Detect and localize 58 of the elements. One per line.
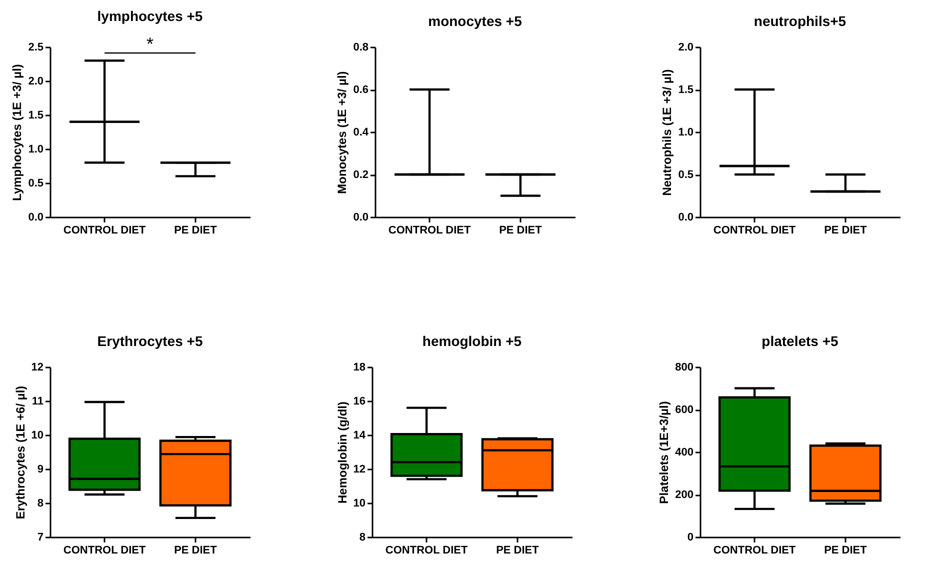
y-tick-label: 2.0 [28, 76, 44, 88]
y-tick-label: 0.0 [678, 212, 694, 224]
y-tick-label: 0.2 [353, 169, 368, 181]
y-tick-label: 0.0 [353, 212, 368, 224]
y-tick-label: 800 [675, 362, 694, 374]
chart-title: monocytes +5 [428, 13, 522, 29]
x-tick-label: PE DIET [174, 224, 218, 236]
y-tick-label: 0.5 [28, 178, 44, 190]
chart-title: neutrophils+5 [754, 13, 846, 29]
y-tick-label: 8 [359, 532, 366, 544]
x-tick-label: PE DIET [496, 544, 540, 556]
x-tick-label: PE DIET [824, 224, 868, 236]
chart-title: Erythrocytes +5 [97, 333, 203, 349]
y-tick-label: 8 [37, 498, 44, 510]
y-axis-title: Neutrophils (1E +3/ µl) [660, 69, 674, 196]
x-tick-label: CONTROL DIET [713, 224, 796, 236]
y-tick-label: 7 [37, 532, 44, 544]
x-tick-label: PE DIET [824, 544, 868, 556]
y-tick-label: 12 [31, 362, 44, 374]
x-tick-label: PE DIET [499, 224, 542, 236]
y-tick-label: 0.8 [353, 42, 368, 54]
y-tick-label: 1.0 [678, 126, 694, 138]
y-tick-label: 0.5 [678, 169, 694, 181]
y-axis-title: Monocytes (1E +3/ µl) [335, 71, 350, 194]
y-axis-title: Platelets (1E+3/µl) [657, 401, 672, 504]
y-tick-label: 10 [353, 498, 366, 510]
y-tick-label: 14 [353, 430, 366, 442]
y-tick-label: 600 [675, 404, 694, 416]
y-tick-label: 2.0 [678, 42, 694, 54]
y-tick-label: 200 [675, 489, 694, 501]
y-axis-title: Hemoglobin (g/dl) [335, 402, 350, 504]
chart-title: lymphocytes +5 [97, 8, 203, 24]
x-tick-label: CONTROL DIET [63, 224, 146, 236]
x-tick-label: CONTROL DIET [385, 544, 468, 556]
y-tick-label: 18 [353, 362, 366, 374]
x-tick-label: PE DIET [174, 544, 218, 556]
y-tick-label: 1.5 [678, 84, 694, 96]
chart-title: hemoglobin +5 [422, 333, 522, 349]
y-tick-label: 0.6 [353, 84, 368, 96]
y-axis-title: Erythrocytes (1E +6/ µl) [13, 386, 28, 520]
chart-title: platelets +5 [762, 333, 839, 349]
y-tick-label: 0.0 [28, 212, 44, 224]
x-tick-label: CONTROL DIET [388, 224, 471, 236]
y-tick-label: 0.4 [353, 126, 370, 138]
y-tick-label: 1.0 [28, 144, 44, 156]
y-tick-label: 12 [353, 464, 366, 476]
y-tick-label: 9 [37, 464, 44, 476]
y-tick-label: 0 [687, 532, 694, 544]
y-axis-title: Lymphocytes (1E +3/ µl) [10, 64, 24, 201]
y-tick-label: 10 [31, 430, 44, 442]
y-tick-label: 16 [353, 396, 366, 408]
y-tick-label: 11 [32, 396, 44, 408]
x-tick-label: CONTROL DIET [63, 544, 146, 556]
x-tick-label: CONTROL DIET [713, 544, 796, 556]
y-tick-label: 2.5 [28, 42, 44, 54]
y-tick-label: 1.5 [28, 110, 44, 122]
annotation: * [146, 34, 154, 54]
y-tick-label: 400 [675, 446, 694, 458]
